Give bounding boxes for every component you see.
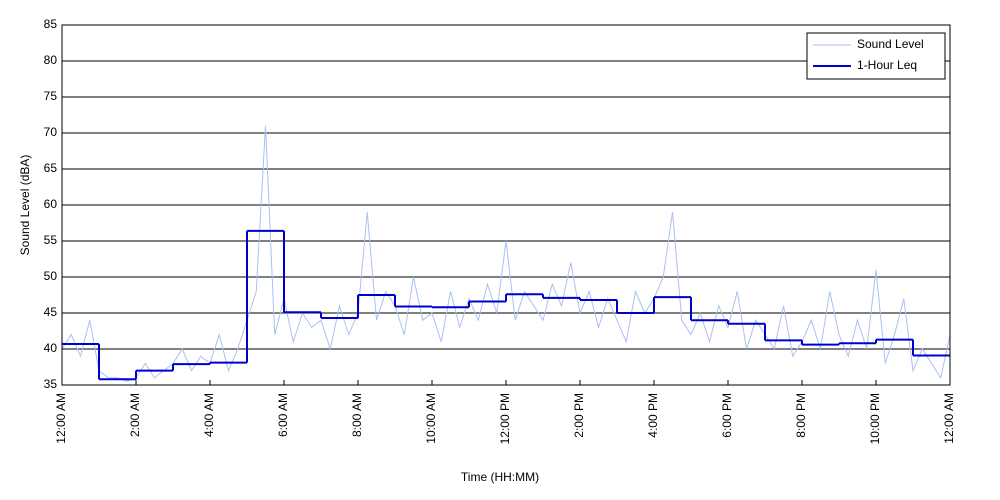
y-tick-label: 75 [44, 89, 58, 103]
x-axis-label: Time (HH:MM) [461, 470, 539, 484]
y-tick-label: 70 [44, 125, 58, 139]
x-tick-label: 12:00 AM [942, 393, 956, 444]
legend-box [806, 32, 946, 80]
y-tick-label: 40 [44, 341, 58, 355]
y-tick-label: 45 [44, 305, 58, 319]
y-axis-label: Sound Level (dBA) [18, 155, 32, 256]
x-tick-label: 4:00 AM [202, 393, 216, 437]
y-tick-label: 60 [44, 197, 58, 211]
x-tick-label: 8:00 AM [350, 393, 364, 437]
y-tick-label: 80 [44, 53, 58, 67]
x-tick-label: 6:00 AM [276, 393, 290, 437]
y-tick-label: 85 [44, 17, 58, 31]
y-tick-label: 55 [44, 233, 58, 247]
x-tick-label: 10:00 AM [424, 393, 438, 444]
x-tick-label: 2:00 PM [572, 393, 586, 438]
x-tick-label: 10:00 PM [868, 393, 882, 444]
y-tick-label: 65 [44, 161, 58, 175]
plot-frame [61, 24, 951, 386]
x-tick-label: 12:00 AM [54, 393, 68, 444]
x-tick-label: 8:00 PM [794, 393, 808, 438]
legend-label: Sound Level [857, 37, 924, 51]
x-tick-label: 2:00 AM [128, 393, 142, 437]
x-tick-label: 12:00 PM [498, 393, 512, 444]
y-tick-label: 50 [44, 269, 58, 283]
x-tick-label: 6:00 PM [720, 393, 734, 438]
legend-label: 1-Hour Leq [857, 58, 917, 72]
y-tick-label: 35 [44, 377, 58, 391]
x-tick-label: 4:00 PM [646, 393, 660, 438]
